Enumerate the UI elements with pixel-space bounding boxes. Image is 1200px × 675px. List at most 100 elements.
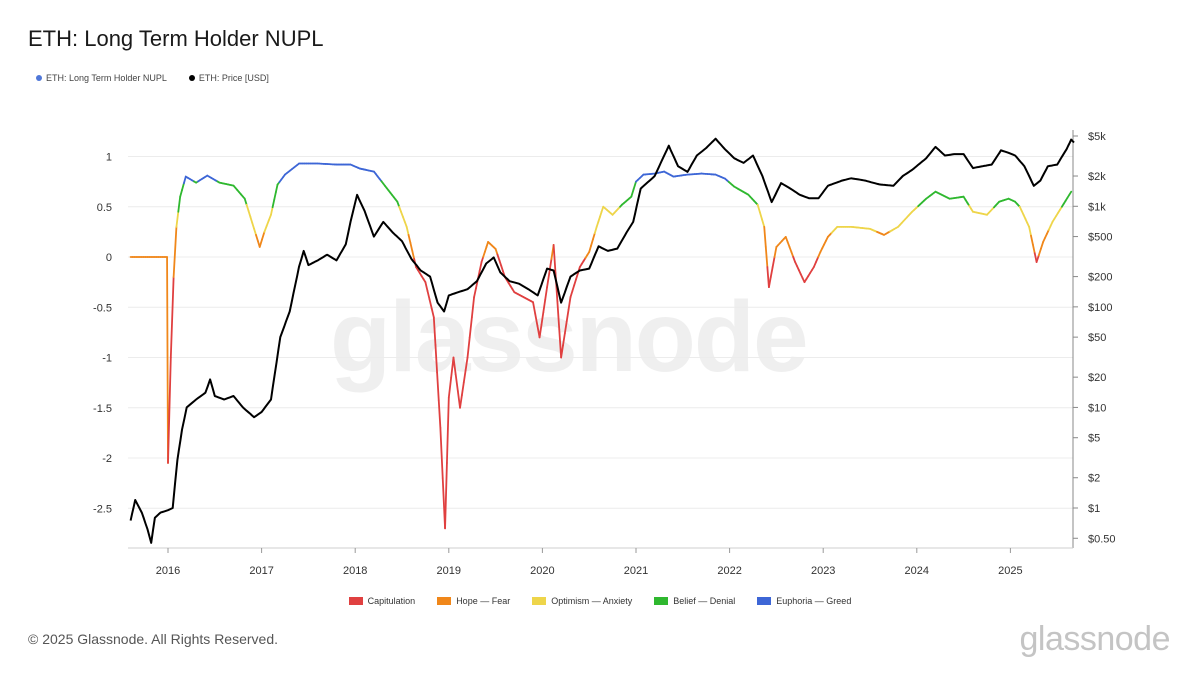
nupl-segment (464, 356, 469, 371)
y-left-tick-label: -2.5 (93, 503, 112, 515)
nupl-segment (573, 278, 577, 287)
nupl-segment (773, 246, 778, 258)
zone-label-euphoria-greed: Euphoria — Greed (776, 596, 852, 606)
nupl-segment (426, 290, 431, 301)
nupl-segment (546, 272, 551, 289)
nupl-segment (567, 296, 572, 311)
nupl-segment (466, 336, 471, 359)
nupl-segment (771, 256, 776, 268)
x-tick-label: 2024 (905, 565, 929, 577)
nupl-segment (1031, 243, 1036, 255)
top-legend: ETH: Long Term Holder NUPL ETH: Price [U… (36, 73, 269, 83)
y-left-tick-label: -1 (102, 353, 112, 365)
y-right-tick-label: $1k (1088, 201, 1106, 213)
nupl-segment (243, 197, 248, 206)
legend-item-price[interactable]: ETH: Price [USD] (188, 73, 269, 83)
zone-swatch-capitulation (348, 597, 363, 605)
y-right-tick-label: $2k (1088, 171, 1106, 183)
y-right-tick-label: $50 (1088, 332, 1106, 344)
nupl-segment (769, 266, 774, 279)
nupl-segment (258, 238, 263, 248)
zone-swatch-belief-denial (654, 597, 669, 605)
nupl-segment (265, 219, 270, 228)
zone-euphoria-greed[interactable]: Euphoria — Greed (757, 596, 851, 606)
nupl-segment (468, 316, 473, 339)
nupl-segment (1068, 190, 1073, 196)
brand-logo: glassnode (1019, 620, 1170, 658)
nupl-segment (571, 284, 576, 293)
y-left-tick-label: -0.5 (93, 302, 112, 314)
x-tick-label: 2020 (530, 565, 554, 577)
zone-optimism-anxiety[interactable]: Optimism — Anxiety (532, 596, 632, 606)
zone-label-hope-fear: Hope — Fear (456, 596, 511, 606)
nupl-segment (411, 250, 416, 260)
nupl-segment (183, 175, 187, 185)
nupl-segment (1040, 241, 1045, 250)
y-left-tick-label: -1.5 (93, 403, 112, 415)
nupl-segment (245, 203, 250, 212)
x-tick-label: 2017 (249, 565, 273, 577)
nupl-segment (261, 230, 266, 241)
nupl-segment (540, 311, 545, 326)
nupl-segment (175, 210, 180, 228)
nupl-segment (405, 225, 410, 236)
nupl-segment (761, 218, 766, 228)
nupl-segment (270, 206, 274, 216)
zone-swatch-hope-fear (437, 597, 452, 605)
nupl-segment (255, 233, 259, 242)
nupl-segment (534, 313, 539, 327)
nupl-segment (815, 256, 820, 263)
nupl-segment (267, 213, 272, 222)
nupl-segment (588, 244, 592, 253)
nupl-segment (758, 211, 763, 221)
nupl-segment (177, 195, 182, 213)
zone-capitulation[interactable]: Capitulation (348, 596, 416, 606)
nupl-segment (632, 180, 637, 191)
nupl-segment (273, 191, 277, 201)
nupl-segment (263, 225, 268, 233)
nupl-segment (407, 233, 412, 244)
zone-swatch-optimism-anxiety (532, 597, 547, 605)
nupl-segment (452, 356, 457, 376)
legend-dot-price (188, 75, 195, 81)
nupl-segment (1037, 247, 1042, 257)
nupl-segment (478, 261, 483, 272)
nupl-segment (271, 198, 276, 209)
zone-hope-fear[interactable]: Hope — Fear (437, 596, 510, 606)
nupl-segment (569, 290, 574, 299)
nupl-segment (498, 259, 503, 267)
zone-legend: Capitulation Hope — Fear Optimism — Anxi… (0, 596, 1200, 606)
nupl-segment (274, 183, 279, 194)
nupl-segment (253, 227, 257, 236)
zone-belief-denial[interactable]: Belief — Denial (654, 596, 735, 606)
price-line (129, 137, 1075, 544)
nupl-segment (409, 242, 414, 252)
x-tick-label: 2021 (624, 565, 648, 577)
nupl-segment (432, 316, 437, 346)
nupl-segment (434, 344, 439, 374)
nupl-segment (548, 258, 553, 274)
nupl-segment (560, 344, 564, 359)
nupl-segment (552, 244, 557, 274)
nupl-segment (812, 261, 817, 268)
zone-label-optimism-anxiety: Optimism — Anxiety (551, 596, 633, 606)
nupl-segment (590, 238, 594, 247)
nupl-segment (424, 281, 429, 292)
nupl-segment (454, 373, 459, 392)
nupl-segment (166, 256, 169, 464)
nupl-segment (494, 248, 499, 256)
nupl-segment (542, 298, 547, 314)
nupl-segment (565, 308, 570, 323)
legend-label-nupl: ETH: Long Term Holder NUPL (46, 73, 167, 83)
zone-label-capitulation: Capitulation (367, 596, 416, 606)
nupl-segment (563, 320, 568, 335)
nupl-segment (447, 376, 453, 399)
y-right-tick-label: $5 (1088, 433, 1100, 445)
y-right-tick-label: $2 (1088, 473, 1100, 485)
nupl-segment (1035, 254, 1040, 263)
legend-item-nupl[interactable]: ETH: Long Term Holder NUPL (36, 73, 167, 83)
nupl-segment (437, 399, 442, 429)
nupl-segment (172, 225, 178, 279)
nupl-segment (459, 394, 463, 409)
legend-label-price: ETH: Price [USD] (198, 73, 269, 83)
